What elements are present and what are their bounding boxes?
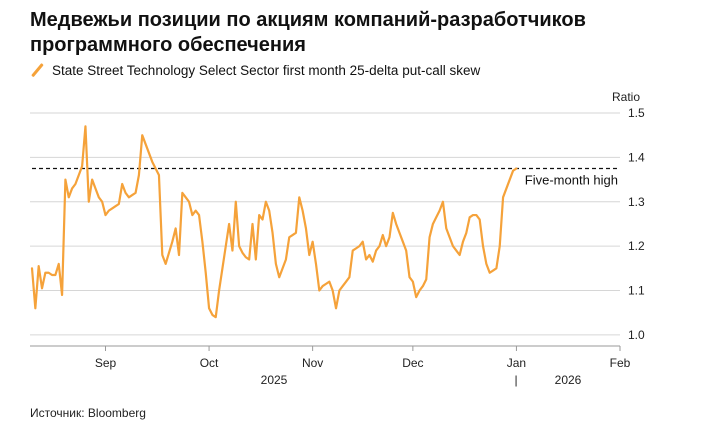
x-tick-label: Sep xyxy=(95,356,117,370)
x-tick-label: Oct xyxy=(200,356,219,370)
y-tick-label: 1.4 xyxy=(628,150,645,164)
series-line xyxy=(30,125,518,319)
y-tick-label: 1.3 xyxy=(628,195,645,209)
chart-title: Медвежьи позиции по акциям компаний-разр… xyxy=(30,9,586,56)
five-month-high-label: Five-month high xyxy=(525,172,618,187)
y-tick-label: 1.2 xyxy=(628,239,645,253)
x-tick-label: Feb xyxy=(610,356,631,370)
x-tick-label: Nov xyxy=(302,356,323,370)
x-tick-label: Dec xyxy=(402,356,423,370)
year-label: 2025 xyxy=(261,373,288,387)
legend-label: State Street Technology Select Sector fi… xyxy=(52,62,481,78)
legend: State Street Technology Select Sector fi… xyxy=(30,60,480,80)
y-tick-label: 1.0 xyxy=(628,328,645,342)
year-label: 2026 xyxy=(555,373,582,387)
y-tick-label: 1.1 xyxy=(628,284,645,298)
source-note: Источник: Bloomberg xyxy=(30,406,146,420)
y-tick-label: 1.5 xyxy=(628,106,645,120)
y-axis-label: Ratio xyxy=(612,90,640,104)
x-tick-label: Jan xyxy=(507,356,526,370)
year-separator: | xyxy=(514,373,517,387)
